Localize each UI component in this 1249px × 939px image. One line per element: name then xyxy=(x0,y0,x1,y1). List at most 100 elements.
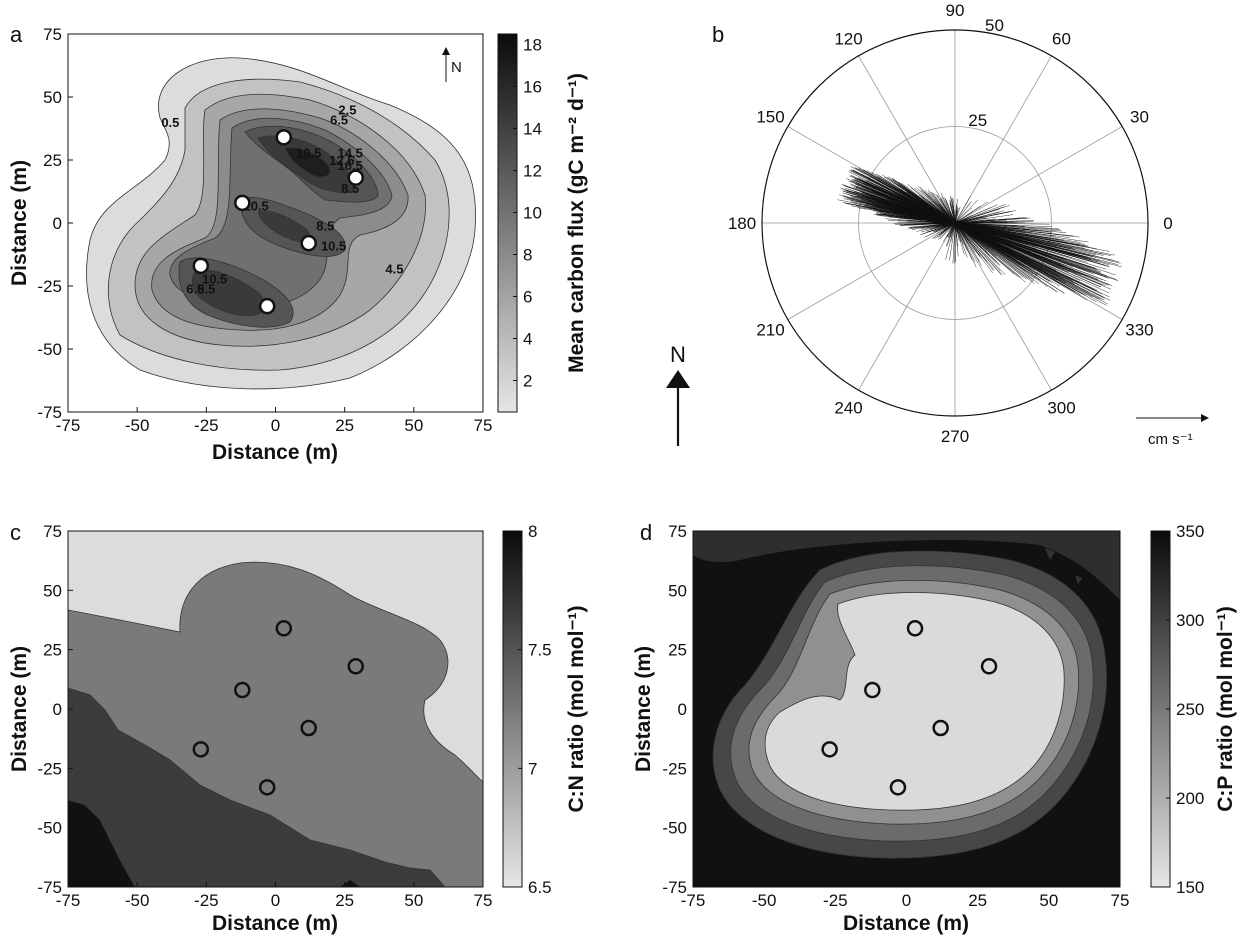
panel-a-stations xyxy=(192,129,364,315)
x-tick-label: -75 xyxy=(56,416,81,435)
polar-angle-label: 60 xyxy=(1052,30,1071,49)
polar-angle-label: 210 xyxy=(756,321,784,340)
y-tick-label: -75 xyxy=(37,878,62,897)
station-marker xyxy=(192,741,210,758)
y-tick-label: 50 xyxy=(43,88,62,107)
panel-d-y-ticks: -75 -50 -25 0 25 50 75 xyxy=(662,522,698,897)
panel-d-y-label: Distance (m) xyxy=(632,646,655,772)
contour-label: 6.5 xyxy=(330,113,348,128)
panel-a-contours xyxy=(68,34,483,412)
x-tick-label: 0 xyxy=(271,416,280,435)
velocity-vector-bundle xyxy=(837,166,1122,306)
y-tick-label: 50 xyxy=(668,581,687,600)
panel-a-contour-labels: 0.52.56.510.512.514.516.58.510.58.510.54… xyxy=(161,103,403,297)
colorbar-tick-label: 8 xyxy=(523,246,532,265)
x-tick-label: 25 xyxy=(335,891,354,910)
station-marker xyxy=(234,194,251,212)
y-tick-label: -25 xyxy=(662,759,687,778)
x-tick-label: 75 xyxy=(474,416,493,435)
x-tick-label: 75 xyxy=(1111,891,1130,910)
panel-b-unit-label: cm s⁻¹ xyxy=(1148,431,1193,448)
y-tick-label: -50 xyxy=(662,819,687,838)
panel-a-colorbar-label: Mean carbon flux (gC m⁻² d⁻¹) xyxy=(565,73,588,373)
polar-angle-label: 90 xyxy=(946,1,965,20)
panel-c-colorbar-label: C:N ratio (mol mol⁻¹) xyxy=(565,605,588,812)
colorbar-tick-label: 18 xyxy=(523,36,542,55)
panel-d: d -75 -50 -25 0 25 50 75 -75 -50 -25 0 25 50 75 Dist… xyxy=(632,520,1237,935)
panel-a: a -75 -50 -25 0 25 50 75 -75 -50 -25 0 25 50 75 Dist… xyxy=(8,22,588,464)
contour-label: 0.5 xyxy=(161,115,179,130)
scale-arrow-b: cm s⁻¹ xyxy=(1136,414,1209,448)
colorbar-tick-label: 300 xyxy=(1176,611,1204,630)
y-tick-label: -75 xyxy=(662,878,687,897)
colorbar-tick-label: 7 xyxy=(528,759,537,778)
panel-c-y-label: Distance (m) xyxy=(8,646,31,772)
polar-angle-label: 0 xyxy=(1163,214,1172,233)
y-tick-label: -50 xyxy=(37,340,62,359)
station-marker xyxy=(258,297,276,315)
x-tick-label: -25 xyxy=(194,416,219,435)
panel-a-x-ticks: -75 -50 -25 0 25 50 75 xyxy=(56,407,493,435)
panel-a-colorbar xyxy=(497,33,518,413)
colorbar-tick-label: 150 xyxy=(1176,878,1204,897)
panel-c-colorbar xyxy=(502,530,523,888)
contour-label: 8.5 xyxy=(197,282,215,297)
north-arrow-b-label: N xyxy=(670,342,686,367)
colorbar-tick-label: 8 xyxy=(528,522,537,541)
polar-angle-label: 30 xyxy=(1130,108,1149,127)
contour-label: 14.5 xyxy=(338,145,363,160)
panel-a-x-label: Distance (m) xyxy=(212,441,338,464)
contour-label: 6.5 xyxy=(186,282,204,297)
x-tick-label: -50 xyxy=(752,891,777,910)
y-tick-label: 50 xyxy=(43,581,62,600)
panel-a-colorbar-ticks: 2 4 6 8 10 12 14 16 18 xyxy=(513,36,542,391)
station-marker xyxy=(300,719,317,737)
polar-angle-label: 270 xyxy=(941,427,969,446)
y-tick-label: 75 xyxy=(668,522,687,541)
colorbar-tick-label: 12 xyxy=(523,162,542,181)
polar-angle-label: 240 xyxy=(834,398,862,417)
polar-angle-label: 120 xyxy=(834,30,862,49)
y-tick-label: 0 xyxy=(678,700,687,719)
panel-d-stations xyxy=(821,620,998,796)
x-tick-label: -50 xyxy=(125,416,150,435)
x-tick-label: 25 xyxy=(968,891,987,910)
polar-radial-label: 50 xyxy=(985,16,1004,35)
y-tick-label: 0 xyxy=(53,214,62,233)
y-tick-label: 75 xyxy=(43,25,62,44)
polar-angle-label: 180 xyxy=(728,214,756,233)
x-tick-label: -25 xyxy=(823,891,848,910)
panel-c-stations xyxy=(192,620,364,796)
panel-a-y-label: Distance (m) xyxy=(8,160,31,286)
x-tick-label: 50 xyxy=(1039,891,1058,910)
y-tick-label: 75 xyxy=(43,522,62,541)
station-marker xyxy=(347,169,364,186)
panel-d-letter: d xyxy=(640,520,652,545)
panel-d-colorbar-label: C:P ratio (mol mol⁻¹) xyxy=(1214,606,1237,812)
panel-b-outer-circle xyxy=(761,29,1149,417)
colorbar-tick-label: 250 xyxy=(1176,700,1204,719)
y-tick-label: 0 xyxy=(53,700,62,719)
station-marker xyxy=(932,719,949,737)
colorbar-tick-label: 16 xyxy=(523,78,542,97)
panel-c-x-ticks: -75 -50 -25 0 25 50 75 xyxy=(56,882,492,910)
panel-c-contours xyxy=(68,531,483,887)
contour-label: 4.5 xyxy=(385,261,403,276)
x-tick-label: 50 xyxy=(404,416,423,435)
polar-radial-label: 25 xyxy=(968,111,987,130)
panel-b-radial-labels: 25 50 xyxy=(968,16,1004,130)
contour-label: 2.5 xyxy=(338,103,356,118)
colorbar-tick-label: 350 xyxy=(1176,522,1204,541)
panel-b: b 0 30 60 90 120 150 180 210 240 270 300 330 25 50 c… xyxy=(666,1,1209,448)
y-tick-label: -50 xyxy=(37,819,62,838)
polar-angle-label: 150 xyxy=(756,108,784,127)
panel-b-velocity-vectors xyxy=(837,166,1122,306)
station-marker xyxy=(258,779,276,796)
panel-b-polar-grid xyxy=(762,30,1148,416)
y-tick-label: 25 xyxy=(43,641,62,660)
x-tick-label: 0 xyxy=(902,891,911,910)
colorbar-tick-label: 4 xyxy=(523,330,532,349)
x-tick-label: 50 xyxy=(404,891,423,910)
station-marker xyxy=(889,779,907,796)
panel-c: c -75 -50 -25 0 25 50 75 -75 -50 -25 0 25 50 75 Dist… xyxy=(8,520,588,935)
